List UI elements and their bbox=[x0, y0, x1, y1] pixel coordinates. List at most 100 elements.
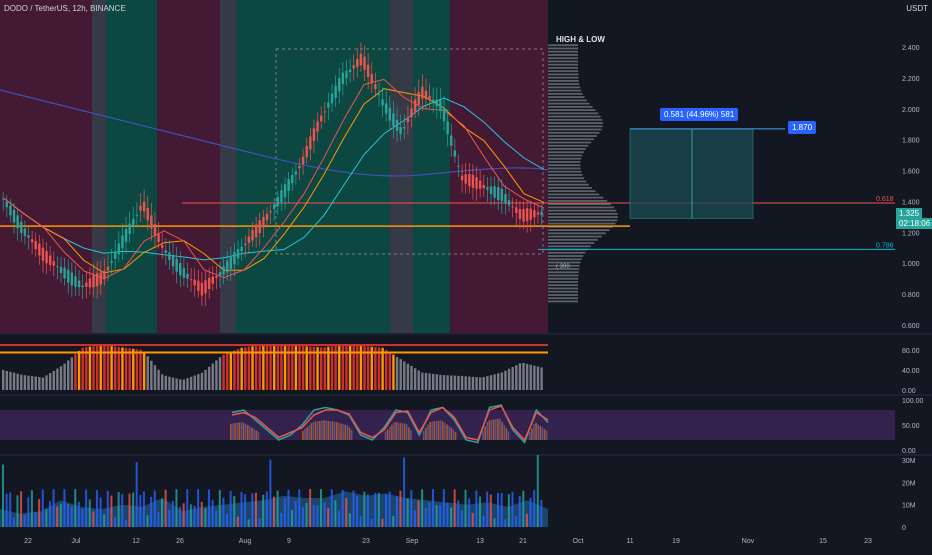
volume-profile-bar-54 bbox=[548, 125, 603, 128]
volume-bar-47 bbox=[171, 500, 174, 527]
volume-bar-4 bbox=[16, 495, 19, 527]
candle-body-125 bbox=[453, 150, 457, 157]
rsi-bar-24 bbox=[88, 346, 92, 390]
volume-profile-bar-77 bbox=[548, 50, 579, 53]
volume-profile-bar-15 bbox=[548, 251, 586, 254]
price-tick-1: 2.200 bbox=[902, 76, 920, 83]
rsi-bar-34 bbox=[124, 347, 128, 390]
rsi-bar-37 bbox=[135, 349, 139, 390]
candle-body-98 bbox=[356, 59, 359, 68]
volume-bar-135 bbox=[489, 494, 492, 527]
volume-bar-45 bbox=[164, 489, 167, 527]
time-label-4: Aug bbox=[239, 538, 252, 545]
volume-bar-128 bbox=[464, 489, 467, 527]
candle-body-78 bbox=[283, 184, 287, 198]
stoch-hist-47 bbox=[329, 421, 332, 440]
volume-bar-105 bbox=[381, 518, 384, 527]
candle-body-59 bbox=[215, 275, 218, 278]
rsi-bar-133 bbox=[482, 376, 485, 390]
candle-body-95 bbox=[345, 70, 348, 79]
stoch-hist-8 bbox=[246, 425, 249, 440]
candle-body-91 bbox=[330, 93, 334, 104]
candle-body-142 bbox=[515, 207, 518, 213]
stoch-hist-91 bbox=[422, 430, 425, 440]
volume-profile-bar-11 bbox=[548, 264, 580, 267]
candle-body-126 bbox=[457, 165, 460, 167]
candle-body-36 bbox=[132, 219, 135, 225]
candle-body-107 bbox=[388, 107, 392, 121]
candle-body-7 bbox=[27, 235, 30, 238]
target-price-label[interactable]: 1.870 bbox=[788, 121, 817, 134]
stoch-hist-143 bbox=[533, 423, 535, 440]
time-label-10: Oct bbox=[573, 538, 584, 545]
candle-body-119 bbox=[431, 99, 435, 102]
candle-body-22 bbox=[81, 285, 84, 288]
stoch-hist-122 bbox=[488, 420, 491, 440]
candle-body-39 bbox=[142, 201, 146, 212]
candle-body-103 bbox=[374, 84, 377, 90]
volume-profile-bar-64 bbox=[548, 92, 583, 95]
volume-bar-76 bbox=[276, 490, 279, 527]
rsi-bar-54 bbox=[197, 374, 200, 390]
candle-body-26 bbox=[95, 273, 99, 287]
price-tick-5: 1.400 bbox=[902, 199, 920, 206]
candle-body-109 bbox=[395, 119, 399, 131]
position-label[interactable]: 0.581 (44.96%) 581 bbox=[660, 108, 739, 121]
candle-body-143 bbox=[518, 209, 522, 219]
candle-body-146 bbox=[529, 208, 532, 220]
market-zone-6 bbox=[390, 0, 413, 333]
highlow-label: HIGH & LOW bbox=[556, 35, 605, 44]
rsi-bar-85 bbox=[309, 346, 312, 390]
candle-body-117 bbox=[424, 90, 428, 100]
candle-body-12 bbox=[45, 250, 48, 264]
price-tick-0: 2.400 bbox=[902, 45, 920, 52]
stoch-hist-80 bbox=[399, 422, 402, 440]
candle-body-62 bbox=[226, 260, 229, 273]
rsi-bar-7 bbox=[27, 375, 30, 390]
rsi-bar-0 bbox=[2, 370, 5, 390]
rsi-bar-21 bbox=[77, 350, 81, 390]
volume-bar-107 bbox=[388, 491, 391, 527]
volume-bar-132 bbox=[478, 496, 481, 527]
volume-bar-117 bbox=[424, 507, 427, 527]
fib-0786-label: 0.786 bbox=[876, 242, 894, 249]
volume-bar-27 bbox=[99, 497, 102, 527]
rsi-bar-36 bbox=[132, 348, 135, 390]
rsi-bar-119 bbox=[431, 373, 435, 390]
volume-bar-86 bbox=[312, 504, 315, 527]
rsi-bar-111 bbox=[403, 361, 406, 390]
volume-bar-30 bbox=[110, 495, 113, 527]
stoch-hist-13 bbox=[257, 431, 260, 440]
stoch-hist-45 bbox=[325, 420, 327, 440]
rsi-bar-134 bbox=[486, 376, 489, 390]
volume-bar-69 bbox=[251, 493, 254, 527]
market-zone-8 bbox=[450, 0, 548, 333]
volume-profile-bar-61 bbox=[548, 102, 590, 105]
stoch-hist-37 bbox=[308, 425, 311, 440]
volume-bar-100 bbox=[363, 491, 366, 527]
volume-bar-70 bbox=[254, 492, 257, 527]
rsi-bar-55 bbox=[200, 372, 204, 390]
volume-bar-72 bbox=[262, 494, 265, 527]
candle-body-4 bbox=[16, 215, 19, 229]
candle-body-30 bbox=[110, 261, 113, 263]
stoch-hist-42 bbox=[319, 420, 321, 440]
rsi-bar-130 bbox=[471, 376, 475, 390]
rsi-bar-70 bbox=[254, 345, 258, 390]
volume-profile-bar-40 bbox=[548, 170, 582, 173]
time-label-5: 9 bbox=[287, 538, 291, 545]
volume-bar-21 bbox=[77, 501, 80, 527]
volume-bar-59 bbox=[215, 511, 218, 527]
stoch-hist-121 bbox=[486, 422, 489, 440]
candle-body-72 bbox=[262, 216, 265, 228]
ma-long-blue bbox=[0, 89, 549, 177]
volume-bar-116 bbox=[421, 489, 424, 527]
candle-body-29 bbox=[106, 266, 110, 271]
candle-body-43 bbox=[157, 234, 160, 243]
time-label-6: 23 bbox=[362, 538, 370, 545]
rsi-bar-15 bbox=[56, 368, 59, 390]
volume-bar-17 bbox=[63, 489, 66, 527]
volume-profile-bar-79 bbox=[548, 44, 579, 47]
